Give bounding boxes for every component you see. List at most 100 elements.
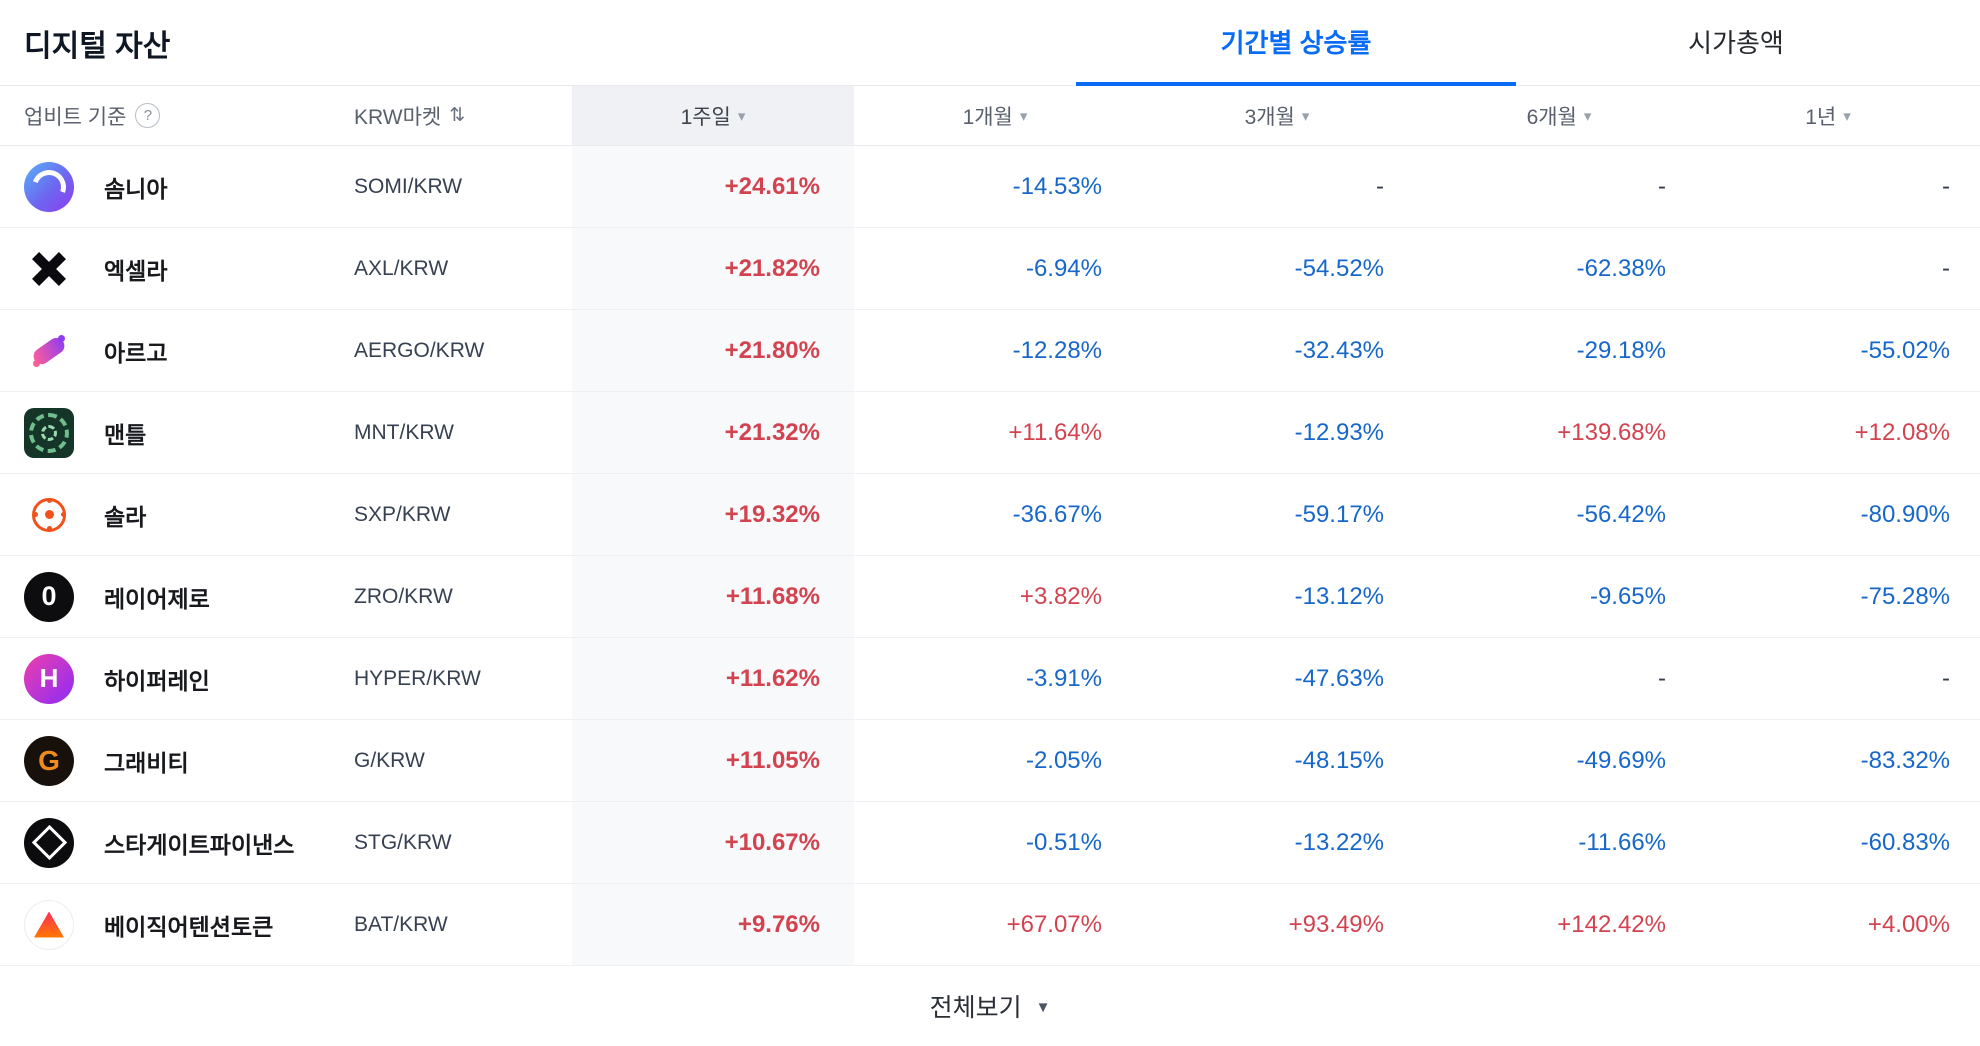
coin-name: 레이어제로 [104,585,210,612]
coin-pair: MNT/KRW [354,420,454,444]
value-3month: -47.63% [1294,664,1384,692]
value-1year: -83.32% [1860,746,1950,774]
somnia-coin-icon [24,161,74,212]
table-row[interactable]: H 하이퍼레인 HYPER/KRW +11.62% -3.91% -47.63%… [0,638,1980,720]
table-footer: 전체보기 ▼ [0,966,1980,1046]
view-all-button[interactable]: 전체보기 ▼ [930,988,1051,1024]
coin-name: 하이퍼레인 [104,667,210,694]
sort-down-icon: ▾ [1843,107,1851,125]
value-3month: -32.43% [1294,336,1384,364]
value-3month: -59.17% [1294,500,1384,528]
column-header-label: 6개월 [1526,105,1577,129]
coin-name: 엑셀라 [104,257,168,284]
value-1week: +11.68% [572,556,854,637]
value-1month: -6.94% [1025,254,1102,282]
sort-down-icon: ▾ [1019,107,1028,125]
coin-pair: SOMI/KRW [354,174,463,198]
table-row[interactable]: 아르고 AERGO/KRW +21.80% -12.28% -32.43% -2… [0,310,1980,392]
coin-name: 그래비티 [104,749,189,776]
coin-name: 스타게이트파이낸스 [104,831,295,858]
column-header-3month[interactable]: 3개월 ▾ [1136,86,1418,145]
value-1month: +67.07% [1006,910,1102,938]
value-1week: +10.67% [572,802,854,883]
coin-name: 솜니아 [104,175,168,202]
hyperlane-coin-icon: H [24,653,74,704]
value-1year: -60.83% [1860,828,1950,856]
value-6month: - [1658,664,1666,692]
value-3month: -13.12% [1294,582,1384,610]
value-6month: -11.66% [1578,828,1666,856]
value-1week: +11.05% [572,720,854,801]
stargate-coin-icon [24,817,74,868]
table-row[interactable]: 스타게이트파이낸스 STG/KRW +10.67% -0.51% -13.22%… [0,802,1980,884]
sort-down-icon: ▾ [1301,107,1310,125]
value-1month: -3.91% [1025,664,1102,692]
value-1week: +21.32% [572,392,854,473]
table-row[interactable]: 솜니아 SOMI/KRW +24.61% -14.53% - - - [0,146,1980,228]
tabs: 기간별 상승률 시가총액 [1076,0,1956,86]
coin-pair: HYPER/KRW [354,666,481,690]
chevron-down-icon: ▼ [1035,999,1051,1016]
value-1month: +11.64% [1008,418,1102,446]
value-6month: -49.69% [1576,746,1666,774]
value-1week: +19.32% [572,474,854,555]
value-1year: - [1942,254,1950,282]
tab-market-cap[interactable]: 시가총액 [1688,27,1784,58]
value-1week: +24.61% [572,146,854,227]
value-6month: - [1658,172,1666,200]
market-header[interactable]: KRW마켓 ⇅ [354,86,572,145]
coin-pair: ZRO/KRW [354,584,453,608]
value-6month: -56.42% [1576,500,1666,528]
column-header-label: 1년 [1805,105,1837,129]
value-1year: +12.08% [1854,418,1950,446]
value-3month: -13.22% [1294,828,1384,856]
table-row[interactable]: 솔라 SXP/KRW +19.32% -36.67% -59.17% -56.4… [0,474,1980,556]
value-3month: -48.15% [1294,746,1384,774]
gravity-coin-icon: G [24,735,74,786]
coin-name: 아르고 [104,339,168,366]
page-title: 디지털 자산 [24,29,171,63]
column-header-1week[interactable]: 1주일 ▾ [572,86,854,145]
value-3month: - [1376,172,1384,200]
bat-coin-icon [24,899,74,950]
value-1week: +21.82% [572,228,854,309]
value-1year: -55.02% [1860,336,1950,364]
sort-down-icon: ▾ [737,107,746,125]
table-row[interactable]: G 그래비티 G/KRW +11.05% -2.05% -48.15% -49.… [0,720,1980,802]
table-row[interactable]: 0 레이어제로 ZRO/KRW +11.68% +3.82% -13.12% -… [0,556,1980,638]
sort-down-icon: ▾ [1583,107,1592,125]
value-6month: +139.68% [1557,418,1666,446]
coin-name: 솔라 [104,503,147,530]
column-header-6month[interactable]: 6개월 ▾ [1418,86,1700,145]
value-1year: -75.28% [1860,582,1950,610]
column-header-1month[interactable]: 1개월 ▾ [854,86,1136,145]
coin-pair: AERGO/KRW [354,338,485,362]
value-1year: - [1942,172,1950,200]
value-1year: +4.00% [1867,910,1950,938]
value-3month: +93.49% [1288,910,1384,938]
swap-sort-icon: ⇅ [449,105,466,126]
table-header-row: 업비트 기준 ? KRW마켓 ⇅ 1주일 ▾ 1개월 ▾ 3개월 ▾ 6개월 ▾… [0,86,1980,146]
coin-pair: SXP/KRW [354,502,451,526]
coin-pair: STG/KRW [354,830,452,854]
column-header-1year[interactable]: 1년 ▾ [1700,86,1956,145]
table-row[interactable]: 베이직어텐션토큰 BAT/KRW +9.76% +67.07% +93.49% … [0,884,1980,966]
tab-period-change[interactable]: 기간별 상승률 [1076,0,1516,86]
coin-pair: G/KRW [354,748,425,772]
topbar: 디지털 자산 기간별 상승률 시가총액 [0,0,1980,86]
help-icon[interactable]: ? [135,103,161,128]
value-1month: -14.53% [1012,172,1102,200]
basis-label: 업비트 기준 [24,105,127,129]
value-6month: -62.38% [1576,254,1666,282]
value-6month: +142.42% [1557,910,1666,938]
value-1month: -2.05% [1025,746,1102,774]
table-row[interactable]: 엑셀라 AXL/KRW +21.82% -6.94% -54.52% -62.3… [0,228,1980,310]
value-1year: - [1942,664,1950,692]
column-header-label: 3개월 [1244,105,1295,129]
coin-pair: BAT/KRW [354,912,448,936]
basis-header: 업비트 기준 ? [24,86,354,145]
coin-name: 베이직어텐션토큰 [104,913,274,940]
market-label: KRW마켓 [354,105,442,129]
table-row[interactable]: 맨틀 MNT/KRW +21.32% +11.64% -12.93% +139.… [0,392,1980,474]
